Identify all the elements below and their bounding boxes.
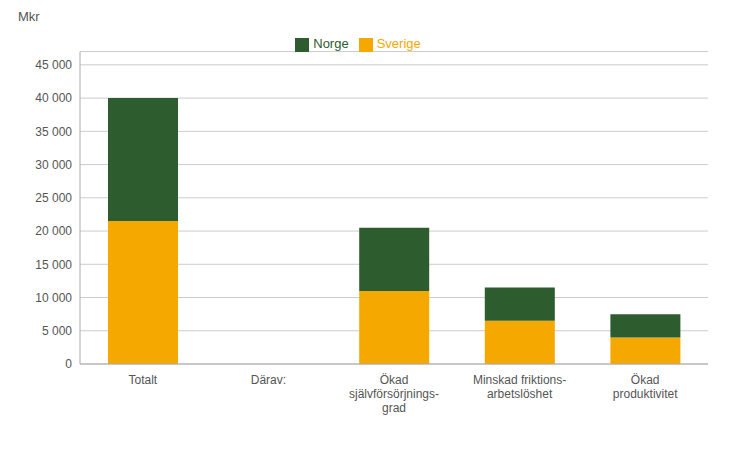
svg-text:5 000: 5 000	[42, 324, 72, 338]
svg-text:Minskad friktions-arbetslöshet: Minskad friktions-arbetslöshet	[473, 373, 566, 401]
svg-text:Därav:: Därav:	[251, 373, 286, 387]
svg-text:Ökadsjälvförsörjnings-grad: Ökadsjälvförsörjnings-grad	[349, 373, 439, 415]
html-text:Sverige: Sverige	[376, 36, 421, 51]
html-text:Norge: Norge	[313, 36, 349, 51]
svg-text:25 000: 25 000	[35, 191, 72, 205]
svg-text:20 000: 20 000	[35, 224, 72, 238]
svg-text:30 000: 30 000	[35, 158, 72, 172]
svg-text:Totalt: Totalt	[128, 373, 157, 387]
svg-text:35 000: 35 000	[35, 125, 72, 139]
svg-text:45 000: 45 000	[35, 58, 72, 72]
svg-text:10 000: 10 000	[35, 291, 72, 305]
svg-text:40 000: 40 000	[35, 91, 72, 105]
svg-text:Ökadproduktivitet: Ökadproduktivitet	[613, 373, 678, 401]
html-text:Mkr: Mkr	[18, 9, 40, 24]
svg-text:0: 0	[65, 357, 72, 371]
svg-text:15 000: 15 000	[35, 258, 72, 272]
